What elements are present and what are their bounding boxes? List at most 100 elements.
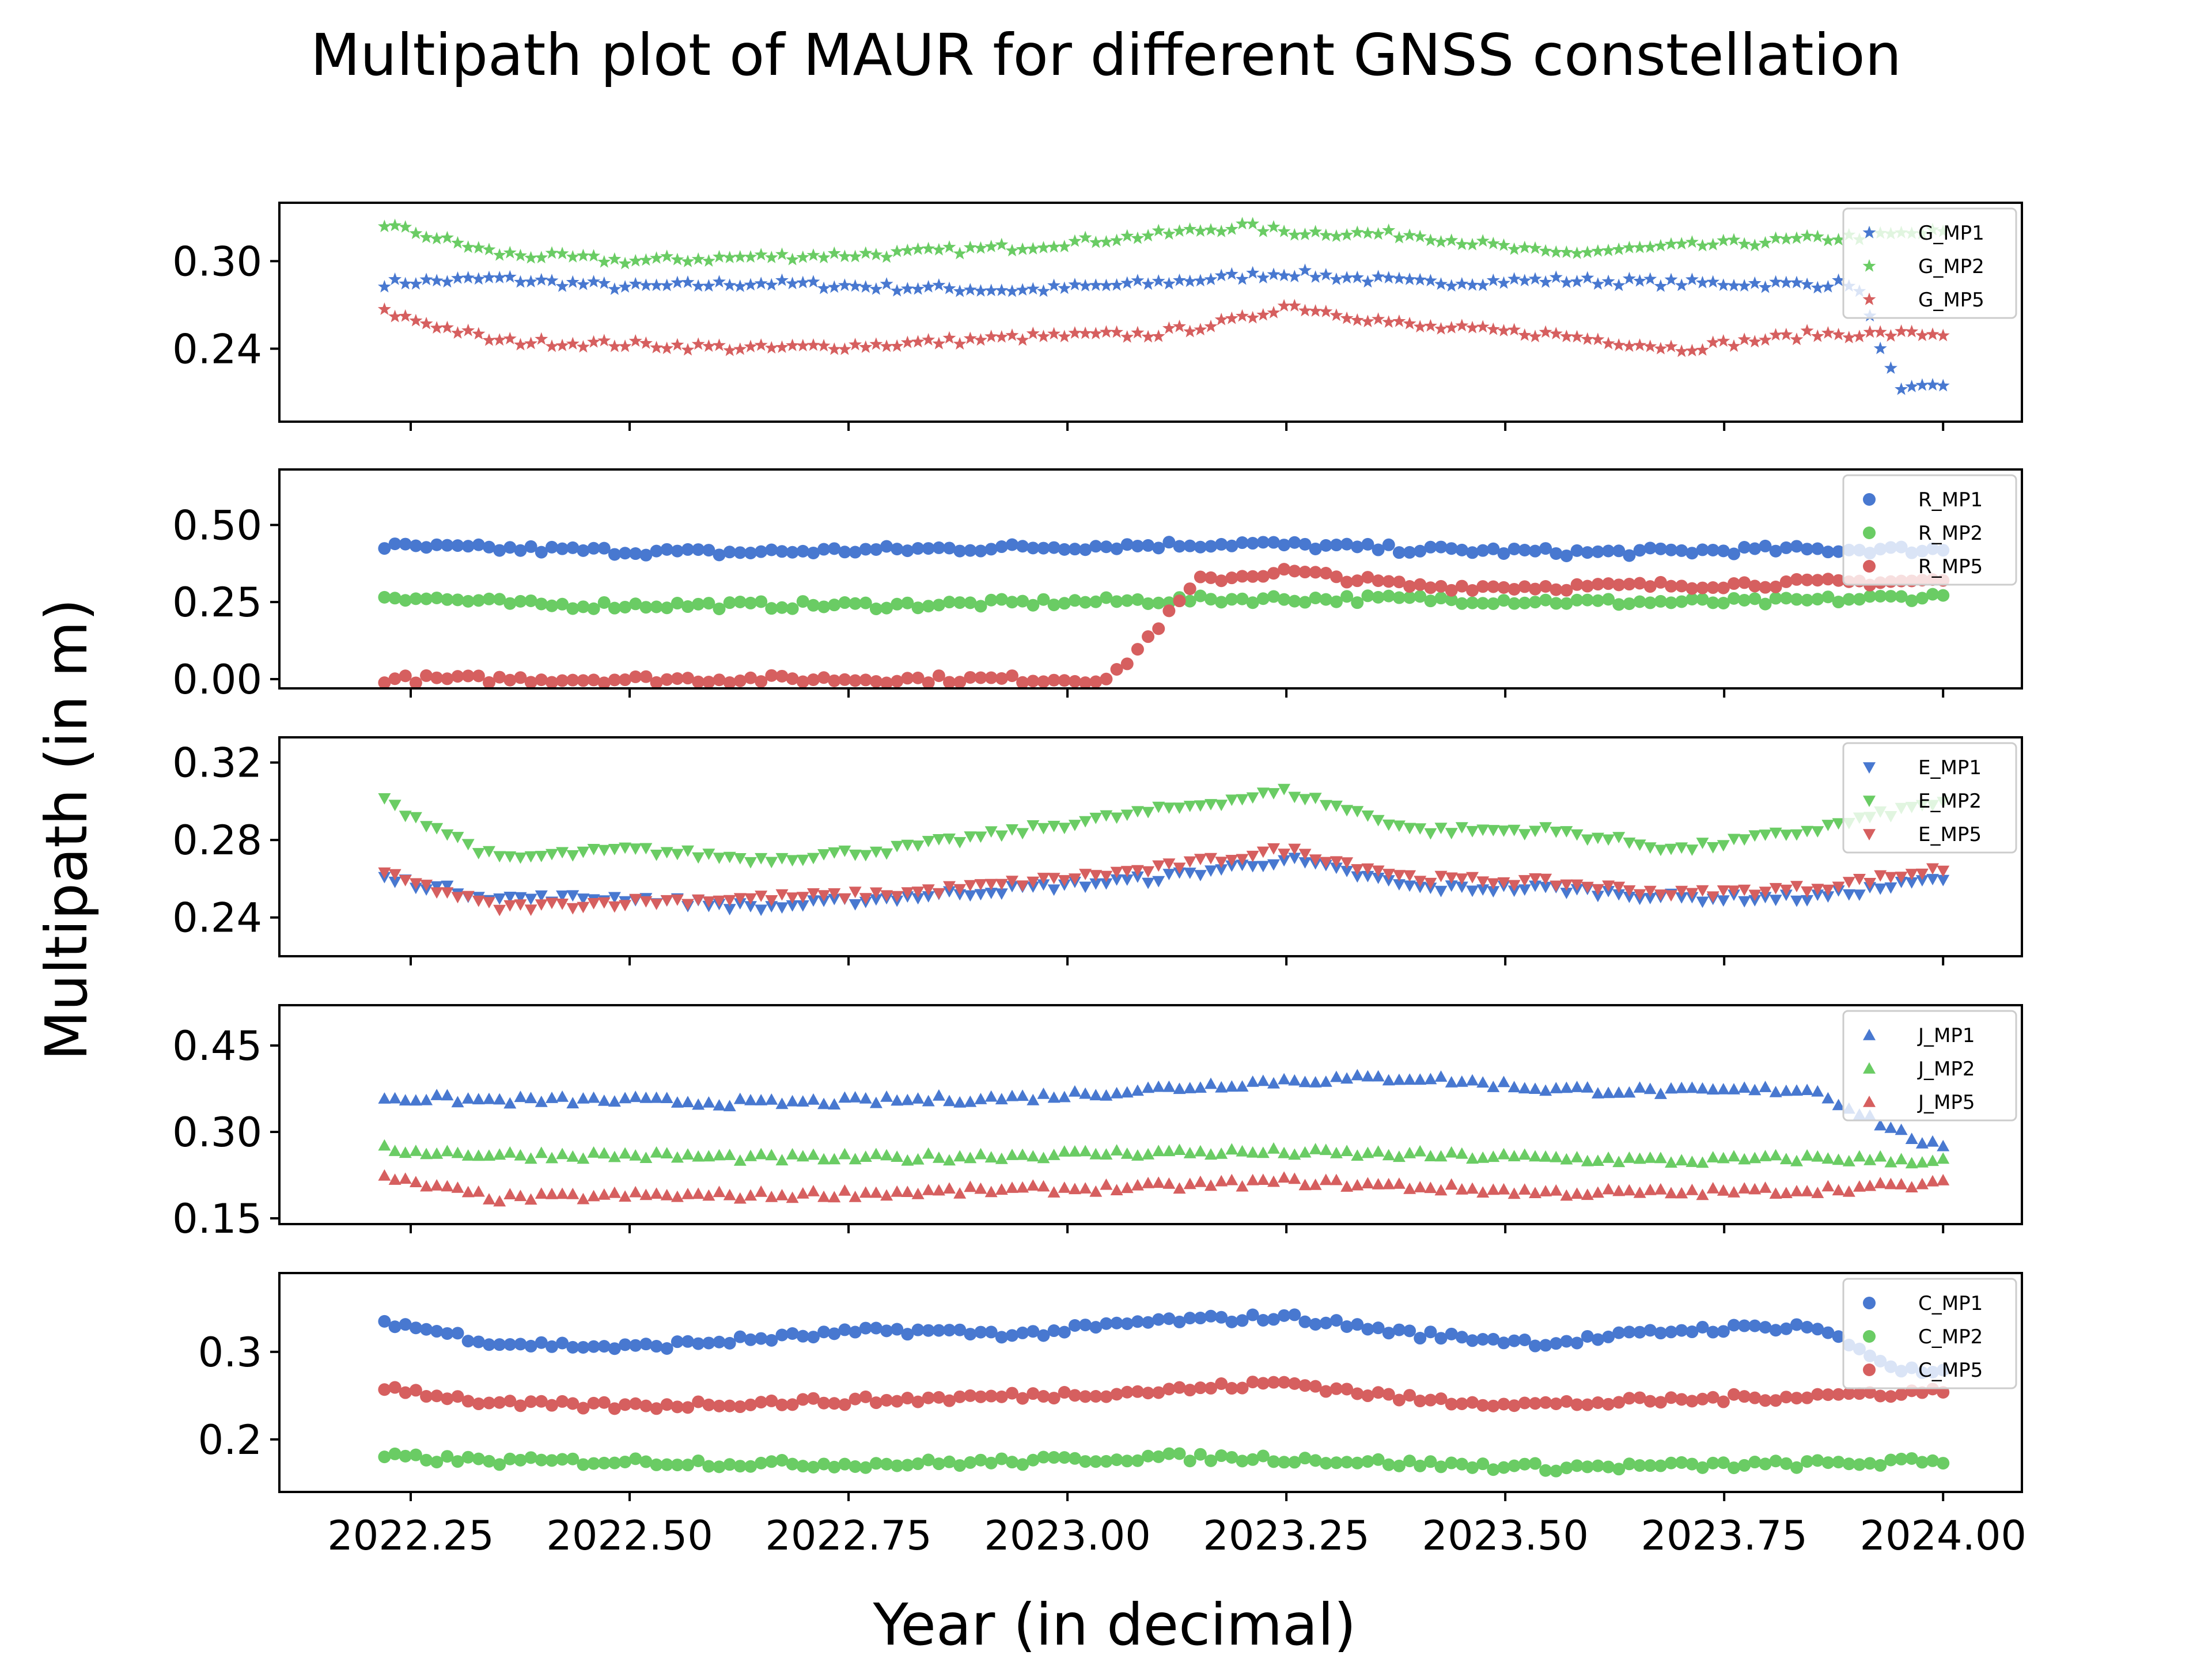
data-point (1790, 1318, 1803, 1331)
data-point (576, 248, 590, 262)
data-point (461, 1335, 475, 1348)
data-point (1434, 1392, 1448, 1406)
data-point (1434, 1070, 1448, 1082)
data-point (1403, 1455, 1416, 1468)
data-point (1288, 843, 1301, 855)
data-point (1414, 1145, 1427, 1157)
data-point (828, 847, 841, 859)
data-point (1288, 1456, 1301, 1469)
data-point (901, 1459, 914, 1472)
data-point (1832, 1330, 1845, 1343)
data-point (545, 1340, 558, 1353)
data-point (806, 1331, 820, 1344)
data-point (420, 1147, 433, 1160)
data-point (1445, 279, 1459, 292)
data-point (817, 339, 831, 352)
data-point (441, 1450, 454, 1463)
data-point (441, 887, 454, 899)
data-point (974, 1325, 987, 1339)
data-point (1717, 233, 1730, 247)
data-point (1330, 1382, 1343, 1395)
data-point (1288, 565, 1301, 578)
data-point (1278, 1456, 1291, 1469)
data-point (1142, 1316, 1155, 1329)
data-point (1581, 1154, 1594, 1166)
data-point (1152, 1080, 1165, 1092)
data-point (1225, 593, 1238, 606)
data-point (597, 676, 611, 690)
data-point (817, 543, 831, 556)
data-point (828, 888, 841, 900)
data-point (566, 336, 579, 350)
data-point (1131, 1084, 1144, 1096)
data-point (587, 541, 600, 555)
data-point (1351, 871, 1364, 883)
data-point (1643, 240, 1657, 253)
data-point (1769, 231, 1783, 244)
data-point (440, 230, 454, 244)
data-point (775, 1188, 789, 1200)
data-point (1717, 1083, 1730, 1094)
data-point (1759, 1081, 1772, 1092)
data-point (828, 1153, 841, 1165)
data-point (859, 1092, 872, 1104)
data-point (1246, 570, 1259, 583)
data-point (1194, 224, 1207, 237)
data-point (503, 1338, 517, 1351)
data-point (1769, 1394, 1782, 1407)
data-point (817, 1457, 831, 1471)
data-point (503, 1097, 517, 1109)
data-point (1445, 1076, 1458, 1088)
data-point (1340, 1145, 1354, 1156)
data-point (1466, 1396, 1479, 1409)
data-point (1779, 1322, 1793, 1335)
data-point (1853, 889, 1866, 901)
data-point (1016, 283, 1029, 296)
data-point (964, 1180, 977, 1192)
data-point (1779, 830, 1793, 841)
data-point (1079, 1319, 1092, 1332)
data-point (1884, 882, 1897, 894)
data-point (838, 1457, 851, 1471)
legend-label: R_MP2 (1918, 522, 1983, 545)
data-point (1277, 224, 1291, 237)
data-point (1602, 1183, 1615, 1195)
data-point (984, 283, 998, 297)
data-point (1194, 1448, 1207, 1461)
data-point (1351, 540, 1364, 554)
data-point (1027, 1093, 1040, 1105)
data-point (692, 852, 705, 864)
data-point (1152, 224, 1165, 237)
data-point (1570, 1336, 1584, 1350)
data-point (1466, 584, 1479, 597)
data-point (880, 848, 893, 860)
data-point (984, 888, 998, 899)
data-point (691, 279, 705, 292)
data-point (723, 251, 737, 263)
data-point (577, 1152, 590, 1164)
data-point (1016, 1392, 1029, 1405)
y-axis-label: Multipath (in m) (33, 599, 100, 1060)
data-point (1926, 1454, 1940, 1467)
data-point (1100, 672, 1113, 685)
data-point (953, 596, 967, 609)
data-point (1455, 1397, 1468, 1410)
data-point (1351, 574, 1364, 588)
legend-label: E_MP1 (1918, 756, 1982, 779)
data-point (1748, 1456, 1762, 1469)
data-point (503, 673, 517, 687)
data-point (1915, 328, 1929, 342)
data-point (430, 1389, 444, 1403)
data-point (1205, 1179, 1217, 1191)
data-point (806, 1461, 820, 1474)
data-point (1330, 308, 1343, 321)
data-point (764, 251, 778, 263)
data-point (514, 1338, 527, 1351)
data-point (1027, 1453, 1040, 1467)
data-point (1717, 885, 1730, 897)
data-point (1623, 1184, 1636, 1196)
data-point (1047, 1091, 1060, 1103)
data-point (1476, 597, 1490, 610)
data-point (1215, 1147, 1228, 1159)
